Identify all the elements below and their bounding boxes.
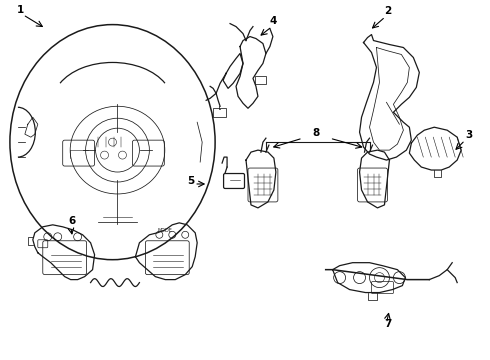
Text: 3: 3 — [465, 130, 472, 140]
Text: 8: 8 — [312, 128, 319, 138]
Text: 1: 1 — [17, 5, 24, 15]
Text: 7: 7 — [385, 319, 392, 329]
Text: MODE: MODE — [158, 228, 173, 233]
Text: 6: 6 — [69, 216, 76, 226]
Text: 2: 2 — [385, 6, 392, 15]
Text: 5: 5 — [187, 176, 195, 186]
Text: 4: 4 — [270, 15, 277, 26]
